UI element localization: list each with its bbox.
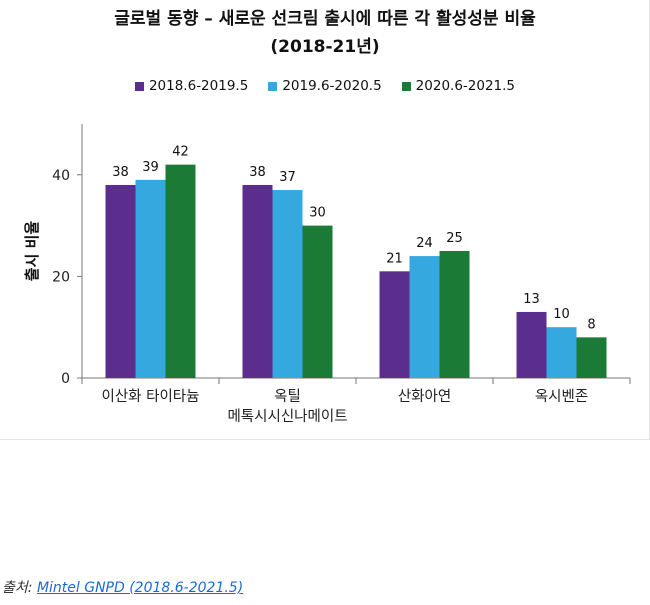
data-label: 42 <box>172 145 189 160</box>
legend-swatch <box>401 81 411 91</box>
y-tick-label: 40 <box>52 168 70 184</box>
y-tick-label: 20 <box>52 269 70 285</box>
source-link[interactable]: Mintel GNPD (2018.6-2021.5) <box>36 580 244 596</box>
chart-panel: 글로벌 동향 – 새로운 선크림 출시에 따른 각 활성성분 비율 (2018-… <box>0 0 650 440</box>
data-label: 38 <box>249 165 266 180</box>
chart-subtitle: (2018-21년) <box>270 37 380 57</box>
legend-swatch <box>268 81 278 91</box>
data-label: 8 <box>587 317 595 332</box>
bar <box>516 311 547 378</box>
bar <box>576 337 607 378</box>
bar <box>135 179 166 378</box>
y-axis-label: 출시 비율 <box>23 221 41 282</box>
bar <box>409 256 440 378</box>
x-tick-label: 옥시벤존 <box>535 388 588 405</box>
legend-item: 2019.6-2020.5 <box>268 78 382 94</box>
bar <box>105 184 136 378</box>
bar <box>302 225 333 378</box>
bar <box>272 190 303 378</box>
source-prefix: 출처: <box>2 580 37 596</box>
data-label: 38 <box>112 165 129 180</box>
chart-title: 글로벌 동향 – 새로운 선크림 출시에 따른 각 활성성분 비율 <box>114 9 536 29</box>
legend: 2018.6-2019.5 2019.6-2020.5 2020.6-2021.5 <box>0 78 650 94</box>
data-label: 21 <box>386 251 403 266</box>
data-label: 10 <box>553 307 570 322</box>
legend-label: 2018.6-2019.5 <box>148 78 249 94</box>
bar-plot: 0 20 40 출시 비율 38 39 42 이산화 타이타늄 38 37 30 옥틸메톡시시신나메이… <box>23 124 631 425</box>
legend-item: 2020.6-2021.5 <box>401 78 516 94</box>
data-label: 25 <box>446 231 463 246</box>
legend-item: 2018.6-2019.5 <box>134 78 249 94</box>
x-tick-label: 메톡시시신나메이트 <box>227 408 347 425</box>
bar <box>439 251 470 378</box>
bar <box>242 184 273 378</box>
data-label: 13 <box>523 292 540 307</box>
legend-label: 2019.6-2020.5 <box>282 78 382 94</box>
source-note: 출처: Mintel GNPD (2018.6-2021.5) <box>2 577 243 597</box>
bar <box>165 164 196 378</box>
x-tick-label: 산화아연 <box>398 388 451 405</box>
x-tick-label: 옥틸 <box>274 388 301 405</box>
bar <box>546 327 577 378</box>
data-label: 39 <box>142 160 159 175</box>
x-tick-label: 이산화 타이타늄 <box>102 388 200 405</box>
legend-swatch <box>134 81 144 91</box>
data-label: 37 <box>279 170 296 185</box>
data-label: 30 <box>309 206 326 221</box>
bar <box>379 271 410 378</box>
legend-label: 2020.6-2021.5 <box>415 78 516 94</box>
data-label: 24 <box>416 236 433 251</box>
y-tick-label: 0 <box>61 371 70 387</box>
